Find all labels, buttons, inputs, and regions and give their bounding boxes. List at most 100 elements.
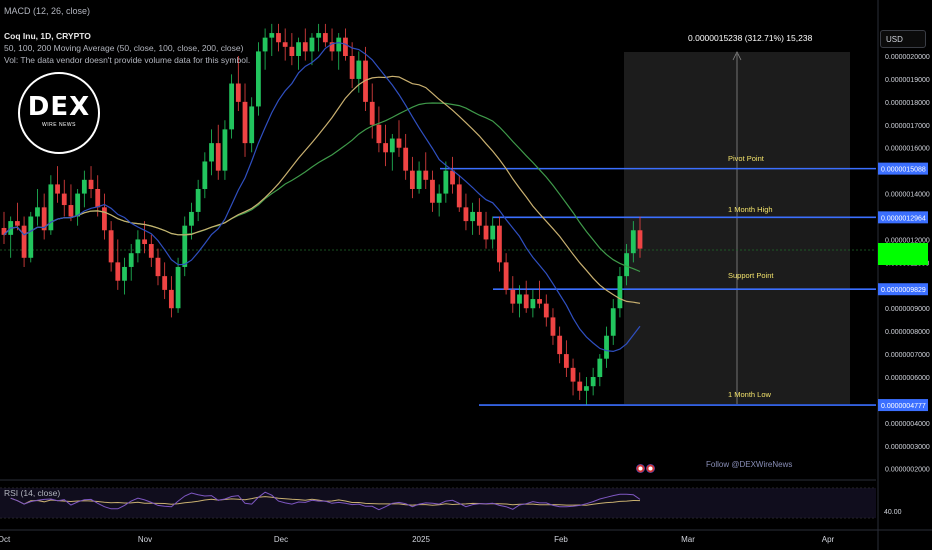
candle (523, 280, 529, 313)
candle (403, 133, 409, 180)
candle (530, 289, 536, 318)
candle (262, 28, 268, 70)
candle-body (456, 184, 462, 208)
candle (81, 170, 87, 208)
candle (35, 188, 40, 226)
candle-body (289, 46, 295, 56)
candle-body (148, 244, 154, 258)
candle-body (128, 253, 134, 267)
candle-body (21, 225, 27, 258)
candle (503, 253, 509, 295)
level-price-label: 0.0000009829 (881, 287, 926, 294)
y-tick-label: 0.0000016000 (885, 146, 930, 153)
candle (396, 120, 402, 157)
candle-body (55, 184, 60, 194)
candle-body (349, 56, 355, 79)
ma200-line (3, 102, 641, 273)
candle-body (175, 266, 181, 309)
follow-text[interactable]: Follow @DEXWireNews (706, 460, 793, 469)
candle-body (430, 179, 435, 203)
logo-sub-text: WIRE NEWS (42, 122, 76, 128)
candle-body (497, 225, 502, 263)
candle-body (122, 266, 127, 281)
candle-body (155, 257, 161, 277)
candle-body (28, 216, 34, 258)
candle-body (510, 289, 516, 304)
candle-body (249, 106, 255, 144)
candle-body (35, 207, 40, 217)
candle-body (389, 138, 395, 153)
candle-body (376, 124, 382, 144)
candle (175, 257, 181, 313)
x-tick-label: 2025 (412, 535, 430, 544)
candle (168, 276, 174, 318)
candle (630, 221, 636, 263)
y-tick-label: 0.0000018000 (885, 100, 930, 107)
candle-body (209, 143, 214, 162)
candle (68, 184, 74, 222)
y-tick-label: 0.0000002000 (885, 467, 930, 474)
candle (256, 42, 261, 116)
candle-body (81, 179, 87, 194)
candle-body (1, 227, 7, 235)
candle (128, 244, 134, 281)
candle-body (436, 193, 442, 203)
rsi-indicator-title: RSI (14, close) (4, 488, 61, 498)
x-tick-label: Oct (0, 535, 11, 544)
candle (637, 216, 643, 258)
candle-body (235, 83, 241, 102)
candle (416, 161, 422, 194)
level-price-tag (878, 162, 928, 175)
candle (322, 23, 328, 47)
candle-body (302, 42, 308, 52)
candle-body (530, 299, 536, 309)
candle-body (637, 230, 643, 249)
candle (202, 152, 208, 199)
candle (517, 285, 522, 318)
candle (463, 193, 469, 231)
candle-body (102, 207, 107, 231)
candle (537, 280, 542, 309)
candle-body (229, 83, 235, 130)
candle (483, 211, 489, 249)
candle-body (463, 207, 469, 222)
candle (88, 166, 94, 199)
candle (215, 124, 221, 180)
candle (409, 156, 415, 199)
volume-note: Vol: The data vendor doesn't provide vol… (4, 55, 251, 65)
candle-body (483, 225, 489, 240)
candle (8, 216, 14, 258)
level-price-tag (878, 399, 928, 412)
month-low-label: 1 Month Low (728, 390, 771, 399)
candle-body (443, 170, 449, 194)
candle (115, 239, 121, 290)
candle-body (490, 225, 496, 240)
candle-body (543, 303, 549, 318)
candle-body (537, 299, 542, 304)
candle (14, 202, 20, 231)
candle-body (450, 170, 455, 185)
candle (28, 211, 34, 263)
candle-body (168, 289, 174, 309)
candle-body (61, 193, 67, 206)
level-price-label: 0.0000012964 (881, 215, 926, 222)
level-price-tag (878, 211, 928, 224)
y-tick-label: 0.0000014000 (885, 192, 930, 199)
candle-body (416, 170, 422, 189)
candle (155, 248, 161, 286)
candle (55, 166, 60, 203)
candle-body (329, 42, 335, 52)
candle (563, 340, 569, 378)
measure-arrow-head (732, 51, 742, 61)
candle (570, 358, 576, 396)
candle (617, 266, 623, 318)
candle (316, 23, 322, 52)
candle-body (570, 367, 576, 382)
currency-button[interactable]: USD (880, 30, 926, 48)
candle-body (262, 37, 268, 52)
candle (122, 257, 127, 295)
dex-logo: DEX WIRE NEWS (18, 72, 100, 154)
candle (450, 156, 455, 194)
candle-body (14, 221, 20, 226)
